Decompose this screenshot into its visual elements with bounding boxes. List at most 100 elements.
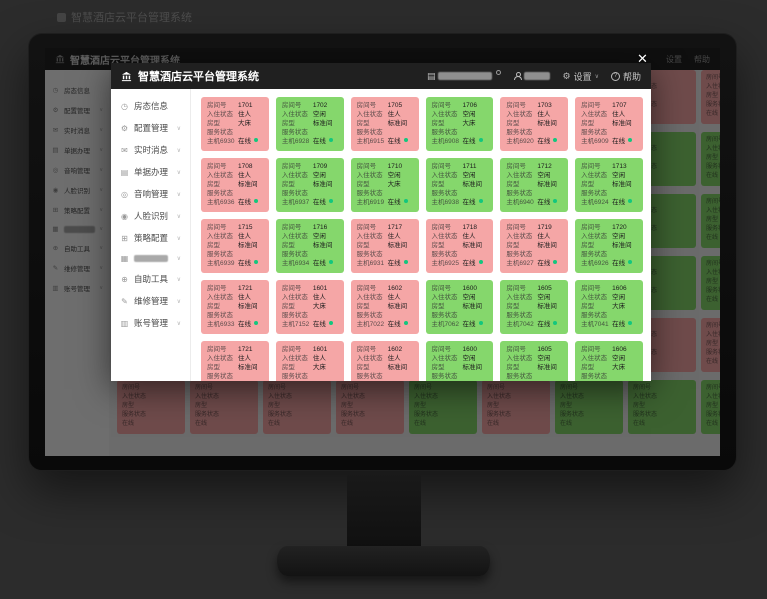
room-card-1701[interactable]: 房间号 1701 入住状态 住人 房型 大床 服务状态 主机6930 在线 (201, 97, 269, 151)
card-line: 服务状态 (581, 128, 637, 137)
room-number-label: 房间号 (506, 285, 526, 292)
sidebar-item-orders[interactable]: ▤ 单据办理 ∨ (111, 161, 190, 183)
room-type-label: 房型 (431, 364, 445, 371)
tenant-info[interactable]: ▤ (427, 69, 502, 82)
service-status-label: 服务状态 (356, 251, 383, 258)
occupancy-status: 空闲 (537, 355, 551, 362)
sidebar-item-label: 单据办理 (134, 167, 169, 177)
room-card-1710[interactable]: 房间号 1710 入住状态 空闲 房型 大床 服务状态 主机6919 在线 (350, 158, 419, 212)
sidebar-item-strategy[interactable]: ⊞ 策略配置 ∨ (111, 227, 190, 249)
occupancy-label: 入住状态 (281, 233, 308, 240)
room-type-label: 房型 (506, 303, 520, 310)
card-line: 房型 标准间 (581, 241, 637, 250)
room-number-label: 房间号 (506, 346, 526, 353)
sidebar-item-maintenance[interactable]: ✎ 维修管理 ∨ (111, 290, 190, 312)
sidebar-item-messages[interactable]: ✉ 实时消息 ∨ (111, 139, 190, 161)
room-card-1705[interactable]: 房间号 1705 入住状态 住人 房型 标准间 服务状态 主机6915 在线 (350, 97, 419, 151)
room-type-label: 房型 (281, 181, 295, 188)
online-dot-icon (553, 138, 558, 142)
card-line: 房间号 1706 (432, 101, 488, 110)
host-id-label: 主机6909 (581, 138, 609, 145)
sidebar-item-config[interactable]: ⚙ 配置管理 ∨ (111, 117, 190, 139)
room-number-label: 房间号 (207, 102, 227, 109)
room-number-label: 房间号 (356, 285, 377, 292)
room-type: 标准间 (238, 303, 258, 310)
card-line: 服务状态 (506, 372, 562, 381)
occupancy-status: 住人 (238, 355, 251, 362)
room-card-1718[interactable]: 房间号 1718 入住状态 住人 房型 标准间 服务状态 主机6925 在线 (425, 219, 494, 273)
room-card-1707[interactable]: 房间号 1707 入住状态 住人 房型 标准间 服务状态 主机6909 在线 (575, 97, 643, 151)
audio-icon: ◎ (121, 189, 128, 199)
card-line: 主机7062 在线 (432, 320, 488, 329)
room-number: 1713 (612, 163, 627, 170)
host-id-label: 主机6936 (207, 199, 235, 206)
sidebar-item-label: 音响管理 (134, 189, 169, 199)
sidebar-item-audio[interactable]: ◎ 音响管理 ∨ (111, 183, 190, 205)
host-id-label: 主机6908 (431, 138, 459, 145)
app-window: 智慧酒店云平台管理系统 ▤ ⚙ 设置 (111, 63, 651, 381)
room-number-label: 房间号 (431, 163, 452, 170)
room-number-label: 房间号 (506, 102, 526, 109)
close-icon[interactable]: ✕ (637, 51, 648, 66)
room-card-1709[interactable]: 房间号 1709 入住状态 空闲 房型 标准间 服务状态 主机6937 在线 (275, 158, 344, 212)
host-id-label: 主机6940 (506, 199, 534, 206)
occupancy-status: 住人 (387, 355, 401, 362)
room-card-1717[interactable]: 房间号 1717 入住状态 住人 房型 标准间 服务状态 主机6931 在线 (350, 219, 419, 273)
sidebar-item-redacted[interactable]: ▦ ∨ (111, 249, 190, 268)
room-type: 标准间 (537, 242, 557, 249)
sidebar-item-face-recognition[interactable]: ◉ 人脸识别 ∨ (111, 205, 190, 227)
host-id-label: 主机6938 (431, 199, 459, 206)
sidebar-item-tools[interactable]: ⊕ 自助工具 ∨ (111, 268, 190, 290)
room-card-1713[interactable]: 房间号 1713 入住状态 空闲 房型 标准间 服务状态 主机6924 在线 (575, 158, 643, 212)
occupancy-label: 入住状态 (356, 111, 383, 118)
room-type-label: 房型 (281, 242, 295, 249)
card-line: 服务状态 (357, 311, 413, 320)
settings-menu[interactable]: ⚙ 设置 ∨ (562, 70, 599, 83)
online-dot-icon (478, 199, 483, 203)
chevron-down-icon: ∨ (176, 256, 181, 262)
user-info[interactable] (513, 72, 551, 80)
room-card-1702[interactable]: 房间号 1702 入住状态 空闲 房型 标准间 服务状态 主机6928 在线 (275, 97, 344, 151)
monitor-screen: 智慧酒店云平台管理系统 设置 帮助 ◷ 房态信息 ⚙ 配置管理 ∨ ✉ 实时消息 ∨ ▤ 单据办理… (45, 48, 720, 456)
room-number: 1701 (238, 102, 253, 109)
room-type-label: 房型 (431, 242, 445, 249)
service-status-label: 服务状态 (356, 373, 383, 380)
room-card-1708[interactable]: 房间号 1708 入住状态 住人 房型 标准间 服务状态 主机6936 在线 (201, 158, 269, 212)
card-line: 服务状态 (581, 250, 637, 259)
room-card-1719[interactable]: 房间号 1719 入住状态 住人 房型 标准间 服务状态 主机6927 在线 (500, 219, 569, 273)
card-line: 房型 标准间 (282, 241, 338, 250)
room-card-1703[interactable]: 房间号 1703 入住状态 住人 房型 标准间 服务状态 主机6920 在线 (500, 97, 569, 151)
occupancy-label: 入住状态 (581, 111, 608, 118)
help-menu[interactable]: ? 帮助 (610, 70, 641, 83)
online-dot-icon (254, 138, 258, 142)
sidebar-item-room-status[interactable]: ◷ 房态信息 (111, 95, 190, 117)
card-line: 主机6927 在线 (506, 259, 562, 268)
room-number-label: 房间号 (581, 224, 601, 231)
room-number: 1721 (238, 285, 253, 292)
room-card-1706[interactable]: 房间号 1706 入住状态 空闲 房型 大床 服务状态 主机6908 在线 (425, 97, 494, 151)
room-number-label: 房间号 (281, 102, 302, 109)
room-card-1715[interactable]: 房间号 1715 入住状态 住人 房型 标准间 服务状态 主机6939 在线 (201, 219, 269, 273)
online-dot-icon (628, 260, 633, 264)
online-dot-icon (553, 321, 558, 325)
room-card-1716[interactable]: 房间号 1716 入住状态 空闲 房型 标准间 服务状态 主机6934 在线 (275, 219, 344, 273)
room-card-1712[interactable]: 房间号 1712 入住状态 空闲 房型 标准间 服务状态 主机6940 在线 (500, 158, 569, 212)
room-type: 标准间 (238, 364, 258, 371)
sidebar-item-account[interactable]: ▥ 账号管理 ∨ (111, 312, 190, 334)
card-line: 服务状态 (506, 189, 562, 198)
card-line: 房间号 1721 (207, 284, 263, 293)
room-card-1711[interactable]: 房间号 1711 入住状态 空闲 房型 标准间 服务状态 主机6938 在线 (425, 158, 494, 212)
room-card-1720[interactable]: 房间号 1720 入住状态 空闲 房型 标准间 服务状态 主机6926 在线 (575, 219, 643, 273)
